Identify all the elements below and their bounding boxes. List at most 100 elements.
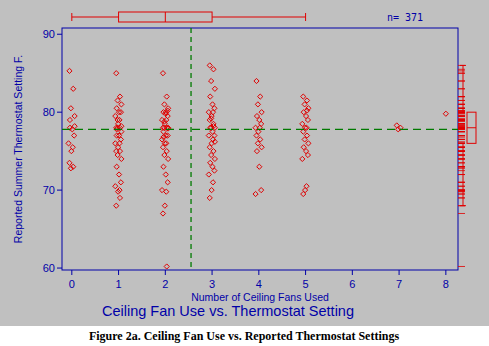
rug-tick — [458, 127, 465, 128]
point — [68, 106, 73, 111]
rug-tick — [458, 80, 465, 81]
point — [208, 94, 213, 99]
rug-tick — [458, 135, 465, 136]
rug-tick — [458, 158, 465, 159]
rug-tick — [458, 139, 465, 140]
point — [166, 126, 171, 131]
rug-tick — [458, 96, 465, 97]
rug-tick — [458, 110, 465, 111]
point — [164, 264, 169, 269]
caption: Figure 2a. Ceiling Fan Use vs. Reported … — [89, 329, 400, 343]
rug-tick — [458, 119, 465, 120]
rug-tick — [458, 104, 465, 105]
rug-tick — [458, 127, 465, 128]
rug-tick — [458, 116, 465, 117]
point — [161, 135, 166, 140]
point — [67, 160, 72, 165]
rug-tick — [458, 123, 465, 124]
rug-tick — [458, 155, 465, 156]
point — [396, 127, 401, 132]
mean-x-line — [190, 28, 191, 270]
x-axis-label: Number of Ceiling Fans Used — [191, 291, 329, 303]
rug-tick — [458, 108, 465, 109]
rug-tick — [458, 137, 465, 138]
rug-tick — [458, 166, 465, 167]
point — [161, 164, 166, 169]
rug-tick — [458, 119, 465, 120]
x-box — [119, 12, 213, 22]
title: Ceiling Fan Use vs. Thermostat Setting — [102, 303, 354, 319]
point — [115, 98, 120, 103]
point — [305, 117, 310, 122]
x-box-whisker — [72, 17, 119, 18]
x-tick-label: 5 — [303, 278, 309, 290]
rug-tick — [458, 113, 465, 114]
y-box-median — [467, 127, 476, 128]
point — [300, 156, 305, 161]
rug-tick — [458, 131, 465, 132]
point — [114, 71, 119, 76]
y-axis-label: Reported Summer Thermostat Setting F. — [12, 55, 24, 243]
rug-tick — [458, 127, 465, 128]
point — [68, 166, 73, 171]
rug-tick — [458, 65, 465, 66]
rug-tick — [458, 118, 465, 119]
point — [72, 124, 77, 129]
rug-tick — [458, 141, 465, 142]
rug-tick — [458, 174, 465, 175]
plot-frame — [62, 28, 458, 270]
point — [164, 94, 169, 99]
point — [207, 145, 212, 150]
point — [259, 110, 264, 115]
x-tick — [118, 270, 119, 275]
rug-tick — [458, 100, 465, 101]
rug-tick — [458, 158, 465, 159]
rug-tick — [458, 108, 465, 109]
rug-tick — [458, 213, 465, 214]
rug-tick — [458, 135, 465, 136]
rug-tick — [458, 126, 465, 127]
point — [114, 164, 119, 169]
point — [254, 149, 259, 154]
x-box-cap — [305, 13, 306, 21]
rug-tick — [458, 158, 465, 159]
x-tick-label: 4 — [256, 278, 262, 290]
y-box-whisker — [463, 143, 464, 205]
rug-tick — [458, 166, 465, 167]
rug-tick — [458, 205, 465, 206]
rug-tick — [458, 70, 465, 71]
rug-tick — [458, 147, 465, 148]
rug-tick — [458, 182, 465, 183]
rug-tick — [458, 121, 465, 122]
point — [212, 168, 217, 173]
rug-tick — [458, 190, 465, 191]
point — [66, 141, 71, 146]
rug-tick — [458, 127, 465, 128]
rug-tick — [458, 158, 465, 159]
rug-tick — [458, 123, 465, 124]
point — [253, 191, 258, 196]
rug-tick — [458, 100, 465, 101]
x-tick — [165, 270, 166, 275]
point — [212, 139, 217, 144]
rug-tick — [458, 125, 465, 126]
rug-tick — [458, 197, 465, 198]
rug-tick — [458, 182, 465, 183]
rug-tick — [458, 96, 465, 97]
point — [162, 203, 167, 208]
rug-tick — [458, 174, 465, 175]
point — [209, 188, 214, 193]
rug-tick — [458, 168, 465, 169]
rug-tick — [458, 127, 465, 128]
rug-tick — [458, 194, 465, 195]
rug-tick — [458, 131, 465, 132]
point — [115, 117, 120, 122]
rug-tick — [458, 104, 465, 105]
point — [119, 156, 124, 161]
rug-tick — [458, 151, 465, 152]
point — [72, 133, 77, 138]
rug-tick — [458, 191, 465, 192]
rug-tick — [458, 112, 465, 113]
rug-tick — [458, 108, 465, 109]
x-box-whisker — [212, 17, 306, 18]
